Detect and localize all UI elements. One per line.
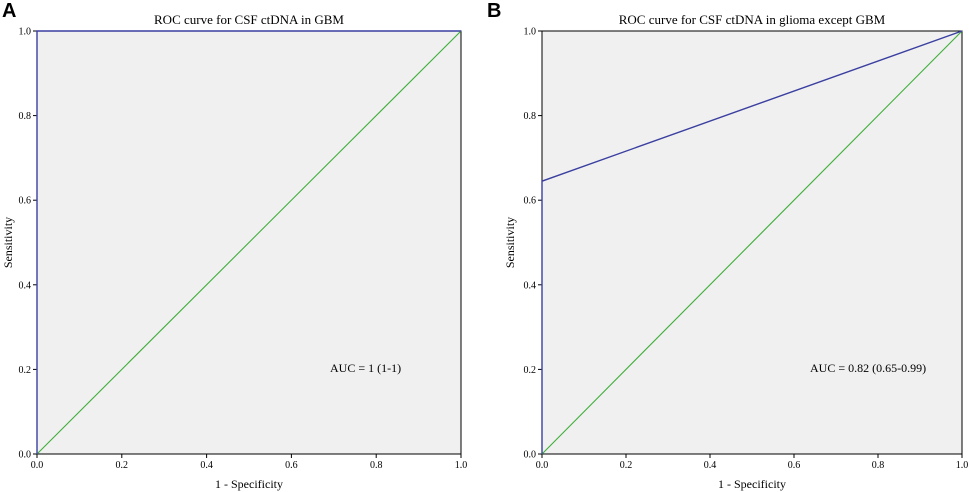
y-axis-label: Sensitivity <box>503 217 517 268</box>
x-axis-label: 1 - Specificity <box>718 477 786 491</box>
reference-diagonal-line <box>541 30 963 455</box>
y-tick-label: 0.4 <box>19 280 32 291</box>
auc-annotation: AUC = 1 (1-1) <box>330 361 401 375</box>
x-tick-label: 0.6 <box>788 460 801 471</box>
y-tick-label: 0.0 <box>524 450 537 461</box>
y-tick-label: 0.4 <box>524 280 537 291</box>
y-tick-label: 0.6 <box>524 196 537 207</box>
x-tick-label: 0.4 <box>200 460 213 471</box>
x-tick-label: 0.0 <box>31 460 44 471</box>
x-tick-label: 1.0 <box>956 460 969 471</box>
x-tick-label: 0.8 <box>370 460 383 471</box>
y-tick-label: 0.2 <box>19 365 32 376</box>
auc-annotation: AUC = 0.82 (0.65-0.99) <box>810 361 926 375</box>
x-tick-label: 1.0 <box>455 460 468 471</box>
x-tick-label: 0.2 <box>620 460 633 471</box>
y-tick-label: 0.2 <box>524 365 537 376</box>
y-axis-label: Sensitivity <box>1 217 15 268</box>
y-tick-label: 0.8 <box>524 111 537 122</box>
chart-title: ROC curve for CSF ctDNA in glioma except… <box>619 12 886 27</box>
roc-curve-line <box>541 30 963 454</box>
y-tick-label: 0.8 <box>19 111 32 122</box>
panel-letter: A <box>2 0 16 22</box>
chart-panel-a: A ROC curve for CSF ctDNA in GBM 0.0 0.2 0.4… <box>1 0 467 491</box>
y-tick-label: 1.0 <box>524 27 537 38</box>
reference-diagonal-line <box>36 30 462 455</box>
x-tick-label: 0.8 <box>872 460 885 471</box>
chart-title: ROC curve for CSF ctDNA in GBM <box>154 12 344 27</box>
roc-curve-line <box>36 30 461 454</box>
x-tick-label: 0.6 <box>285 460 298 471</box>
y-tick-label: 1.0 <box>19 27 32 38</box>
chart-panel-b: B ROC curve for CSF ctDNA in glioma excep… <box>487 0 968 491</box>
x-axis-label: 1 - Specificity <box>215 477 283 491</box>
panel-letter: B <box>487 0 501 22</box>
x-tick-label: 0.2 <box>116 460 129 471</box>
y-tick-label: 0.6 <box>19 196 32 207</box>
y-tick-label: 0.0 <box>19 450 32 461</box>
x-tick-label: 0.4 <box>704 460 717 471</box>
x-tick-label: 0.0 <box>536 460 549 471</box>
